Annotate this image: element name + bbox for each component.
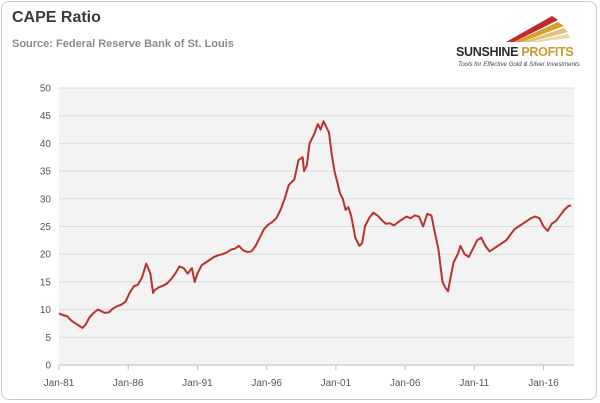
grid-lines xyxy=(59,87,574,366)
x-tick-label: Jan-81 xyxy=(44,378,75,389)
logo-wordmark-part1: SUNSHINE xyxy=(456,45,519,59)
x-tick-label: Jan-01 xyxy=(321,378,352,389)
y-tick-label: 40 xyxy=(40,139,52,150)
x-tick-label: Jan-91 xyxy=(182,378,213,389)
cape-ratio-line xyxy=(58,120,572,329)
sunrays-logo-icon xyxy=(506,16,570,42)
y-tick-label: 50 xyxy=(40,84,52,95)
y-tick-label: 25 xyxy=(40,222,52,233)
x-tick-label: Jan-86 xyxy=(113,378,144,389)
x-tick-label: Jan-16 xyxy=(528,378,559,389)
x-tick-label: Jan-96 xyxy=(251,378,282,389)
y-tick-label: 30 xyxy=(40,194,52,205)
chart-title: CAPE Ratio xyxy=(12,9,101,26)
chart-subtitle: Source: Federal Reserve Bank of St. Loui… xyxy=(12,38,234,50)
logo-wordmark-part2: PROFITS xyxy=(521,45,574,59)
y-tick-label: 5 xyxy=(45,333,51,344)
x-tick-label: Jan-11 xyxy=(459,378,489,389)
y-tick-label: 35 xyxy=(40,167,52,178)
sunshine-profits-logo: SUNSHINE PROFITS Tools for Effective Gol… xyxy=(456,12,596,74)
y-tick-label: 15 xyxy=(40,277,52,288)
logo-wordmark: SUNSHINE PROFITS xyxy=(456,45,574,59)
y-tick-label: 0 xyxy=(45,361,51,372)
y-tick-label: 45 xyxy=(40,111,52,122)
y-axis: 0 5 10 15 20 25 30 35 40 45 50 xyxy=(40,84,52,372)
x-tick-label: Jan-06 xyxy=(390,378,421,389)
logo-tagline: Tools for Effective Gold & Silver Invest… xyxy=(458,61,580,68)
x-axis: Jan-81 Jan-86 Jan-91 Jan-96 Jan-01 Jan-06 Jan-… xyxy=(44,364,574,389)
y-tick-label: 10 xyxy=(40,305,52,316)
y-tick-label: 20 xyxy=(40,250,52,261)
